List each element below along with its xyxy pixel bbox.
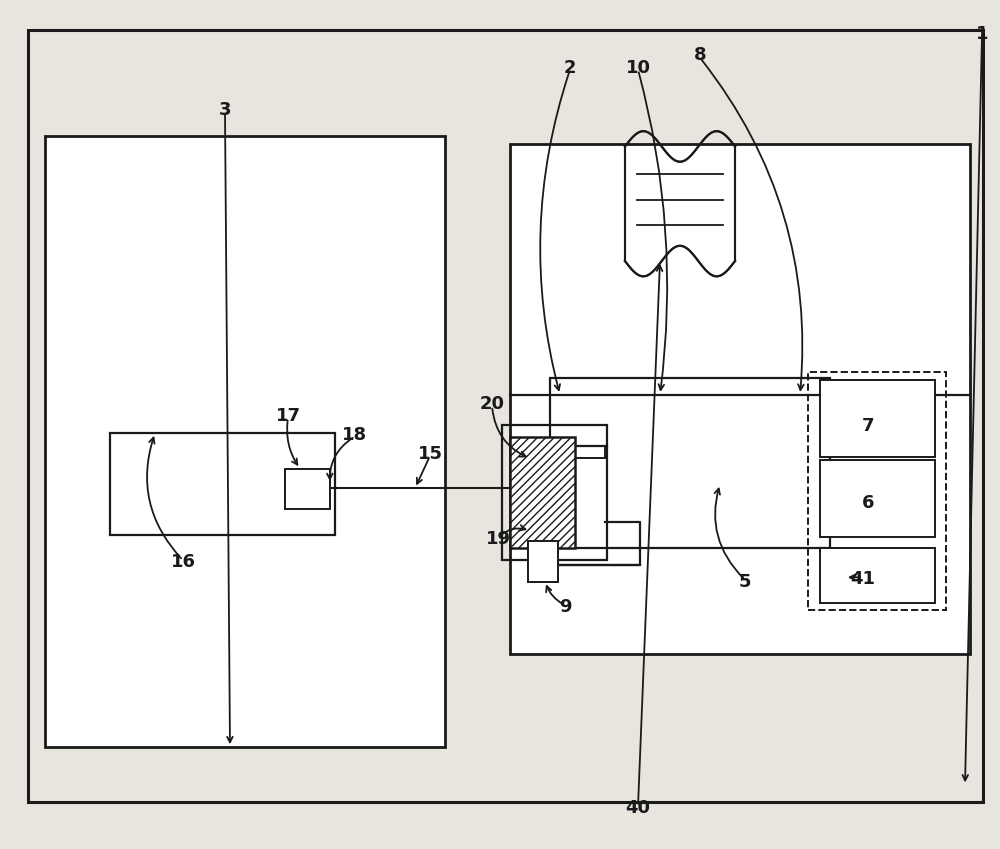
Text: 20: 20 — [480, 395, 505, 413]
Text: 1: 1 — [976, 25, 988, 43]
Bar — [820, 380, 935, 457]
Bar — [550, 378, 830, 548]
Bar — [502, 424, 607, 560]
Bar — [510, 437, 575, 548]
Text: 15: 15 — [418, 445, 442, 464]
Bar — [820, 548, 935, 603]
Bar — [808, 372, 946, 610]
Bar — [510, 144, 970, 654]
Bar — [45, 136, 445, 747]
Text: 8: 8 — [694, 46, 706, 65]
Bar — [625, 147, 735, 261]
Text: 16: 16 — [170, 553, 196, 571]
Text: 40: 40 — [626, 799, 650, 818]
Bar — [528, 541, 558, 582]
Text: 18: 18 — [342, 425, 368, 444]
Text: 3: 3 — [219, 101, 231, 120]
Text: 41: 41 — [850, 570, 876, 588]
Text: 10: 10 — [626, 59, 650, 77]
Text: 9: 9 — [559, 598, 571, 616]
Bar — [110, 433, 335, 535]
Text: 17: 17 — [276, 407, 300, 425]
Text: 5: 5 — [739, 572, 751, 591]
Bar — [285, 469, 330, 509]
Text: 19: 19 — [486, 530, 511, 548]
Bar — [820, 460, 935, 537]
Text: 2: 2 — [564, 59, 576, 77]
Text: 6: 6 — [862, 493, 874, 512]
Text: 7: 7 — [862, 417, 874, 436]
